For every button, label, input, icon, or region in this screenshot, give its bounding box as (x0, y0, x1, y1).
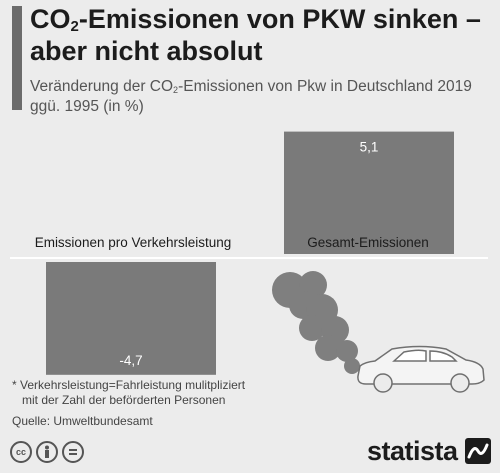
chart-subtitle: Veränderung der CO2-Emissionen von Pkw i… (30, 78, 472, 115)
statista-logo-icon (465, 438, 491, 464)
source-text: Quelle: Umweltbundesamt (12, 414, 153, 428)
cc-icon[interactable]: cc (10, 441, 32, 463)
statista-logo[interactable]: statista (367, 436, 458, 466)
car-icon (357, 345, 485, 393)
category-label-1: Gesamt-Emissionen (307, 235, 429, 250)
bars-group: -4,7 5,1 (46, 131, 454, 375)
bar-value-label-0: -4,7 (119, 353, 142, 368)
chart-title: CO2-Emissionen von PKW sinken – aber nic… (30, 4, 481, 66)
license-icons: cc (10, 441, 84, 463)
footnote: * Verkehrsleistung=Fahrleistung mulitpli… (12, 378, 312, 408)
bar-value-label-1: 5,1 (360, 140, 379, 155)
no-derivatives-icon[interactable] (62, 441, 84, 463)
category-label-0: Emissionen pro Verkehrsleistung (35, 235, 232, 250)
smoke-cloud-icon (272, 271, 360, 374)
footnote-line-1: * Verkehrsleistung=Fahrleistung mulitpli… (12, 378, 246, 392)
title-accent-bar (12, 6, 22, 110)
bar-0 (46, 262, 216, 375)
attribution-icon[interactable] (36, 441, 58, 463)
footnote-line-2: mit der Zahl der beförderten Personen (22, 393, 226, 407)
bar-1 (284, 131, 454, 254)
